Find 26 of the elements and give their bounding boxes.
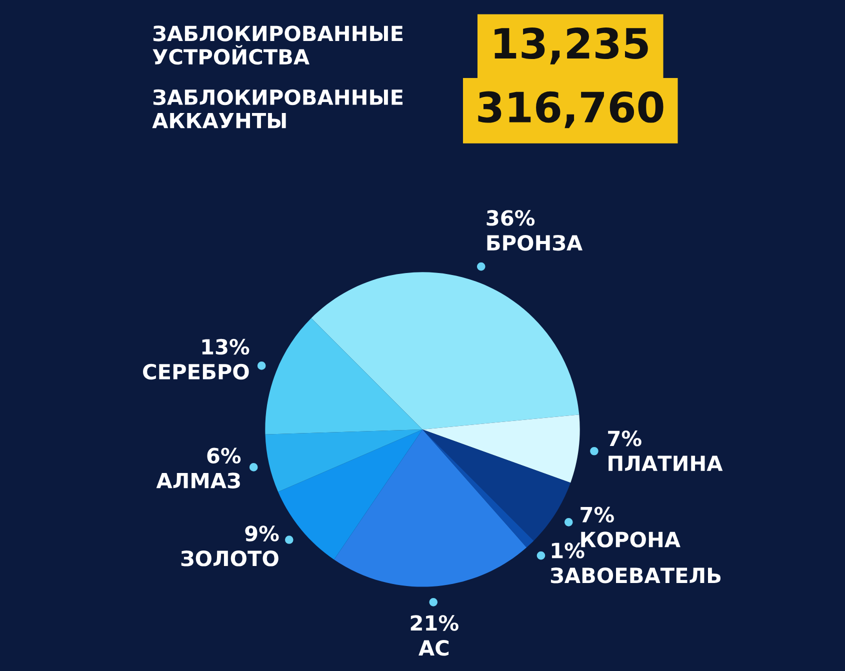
pie-slice — [311, 272, 580, 430]
slice-label: ЗОЛОТО — [181, 550, 278, 566]
data-label: 9% — [245, 526, 279, 542]
data-label: 36% — [486, 210, 535, 226]
pie-slice — [278, 429, 422, 560]
slice-label: БРОНЗА — [487, 234, 583, 251]
pie-slice — [265, 429, 422, 492]
pie-slice — [422, 414, 580, 483]
slice-label: ПЛАТИНА — [608, 456, 723, 471]
pie-slice — [422, 429, 571, 541]
data-label: 7% — [580, 506, 614, 523]
slice-label: АЛМАЗ — [156, 472, 240, 488]
data-label: 21% — [410, 615, 458, 631]
pie-slice — [334, 429, 527, 587]
slice-label: АС — [418, 640, 449, 656]
text: ЗАБЛОКИРОВАННЫЕ АККАУНТЫ — [152, 89, 403, 128]
slice-label: СЕРЕБРО — [143, 364, 249, 380]
text: 13,235 — [494, 28, 648, 64]
data-label: 13% — [202, 338, 250, 355]
pie-slice — [265, 318, 422, 434]
slice-label: ЗАВОЕВАТЕЛЬ — [550, 568, 720, 584]
pie-slice — [422, 429, 534, 548]
text: 316,760 — [478, 91, 664, 128]
text: ЗАБЛОКИРОВАННЫЕ УСТРОЙСТВА — [152, 26, 403, 65]
data-label: 7% — [608, 430, 642, 446]
data-label: 6% — [207, 448, 241, 464]
